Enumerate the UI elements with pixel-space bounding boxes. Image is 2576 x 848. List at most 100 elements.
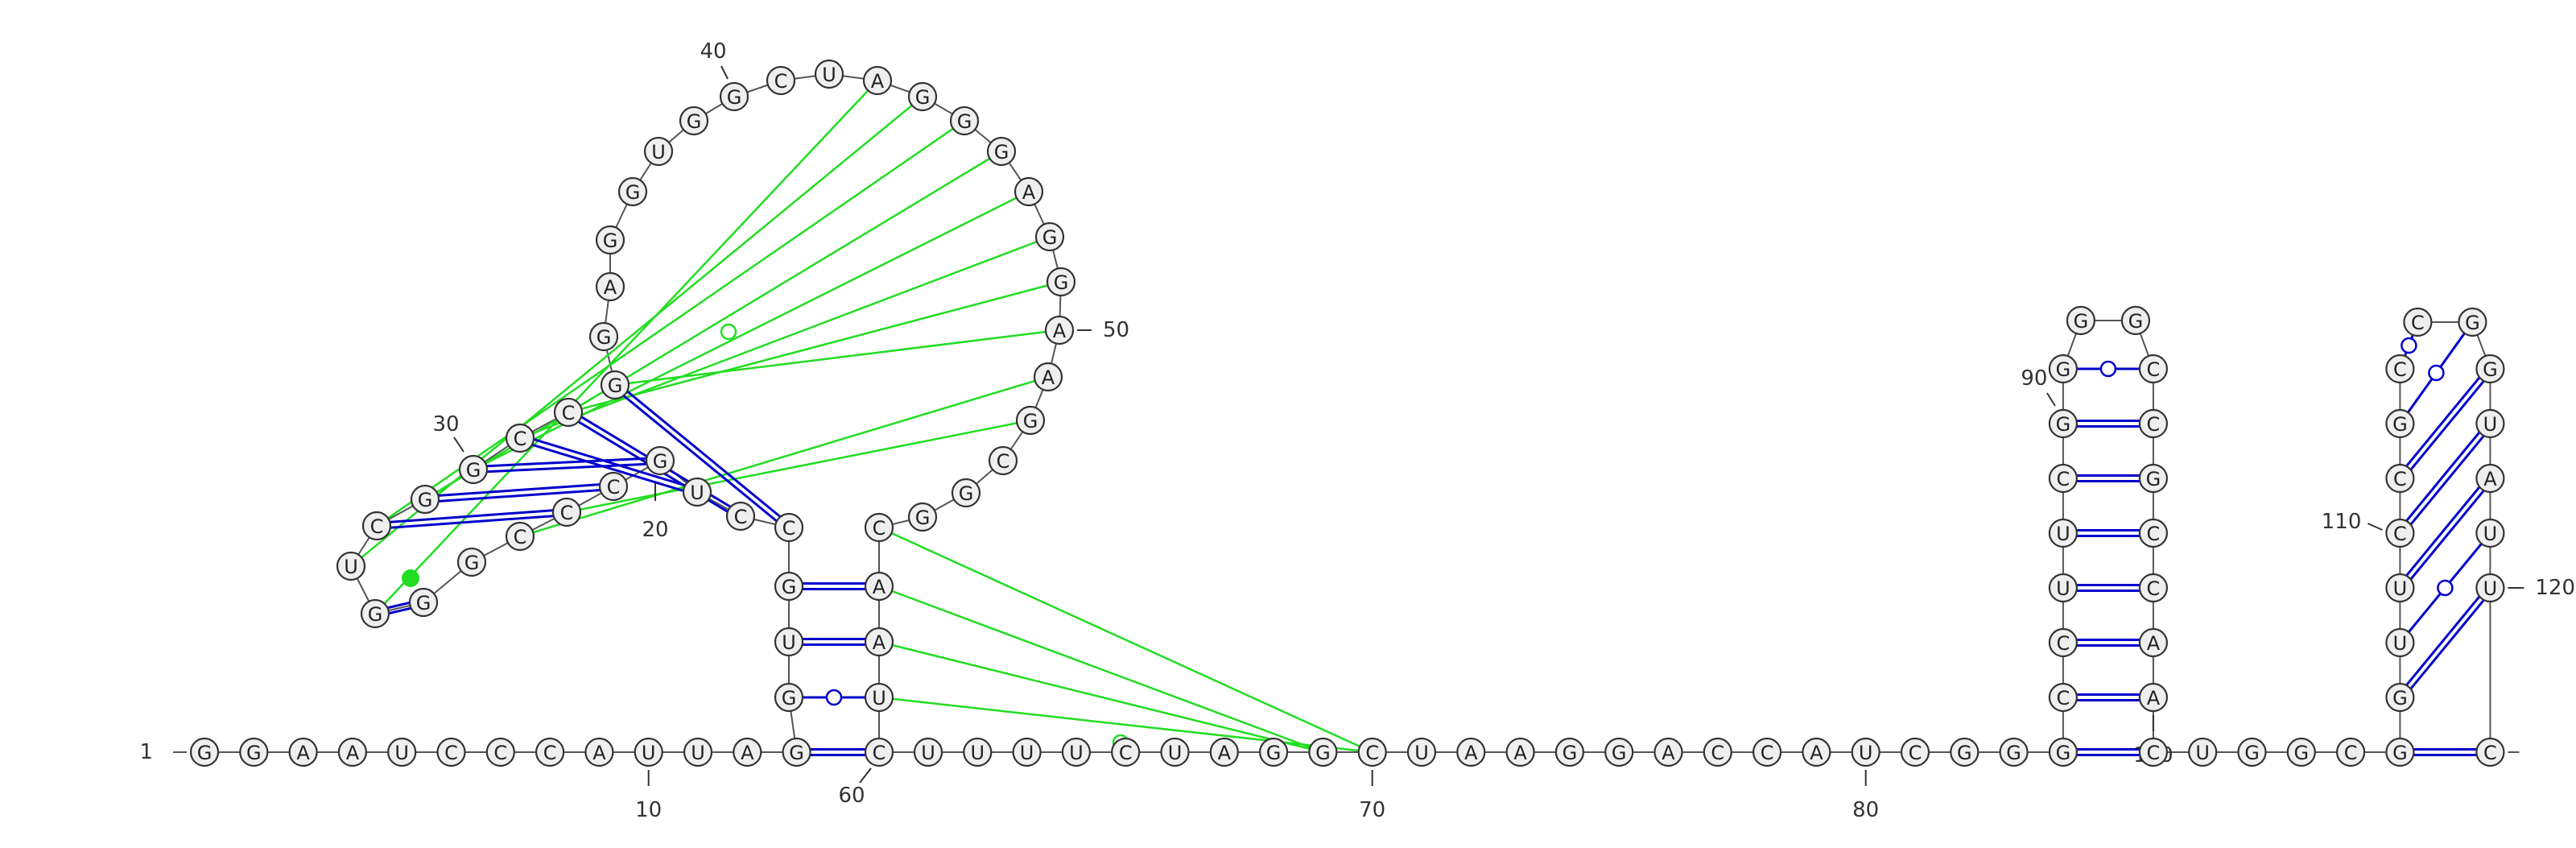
non-canonical-pair-marker <box>825 689 843 706</box>
nucleotide-circle <box>535 737 565 767</box>
nucleotide-letter: C <box>997 450 1010 473</box>
nucleotide-circle <box>907 81 938 112</box>
nucleotide-letter: G <box>2483 358 2498 381</box>
nucleotide: G <box>782 737 811 767</box>
nucleotide-letter: G <box>2244 742 2260 764</box>
nucleotide-circle <box>774 682 804 713</box>
nucleotide-circle <box>2475 518 2505 548</box>
nucleotide-letter: A <box>1810 742 1823 764</box>
nucleotide-letter: G <box>416 592 431 614</box>
nucleotide-circle <box>1111 737 1141 767</box>
nucleotide: C <box>551 497 582 527</box>
tertiary-interaction-line <box>568 280 1062 414</box>
nucleotide: A <box>2475 463 2505 494</box>
nucleotide: G <box>719 81 749 112</box>
nucleotide-circle <box>643 136 674 167</box>
nucleotide-circle <box>679 105 709 136</box>
nucleotide: G <box>408 587 439 618</box>
nucleotide-letter: C <box>2147 358 2161 381</box>
nucleotide: C <box>2048 627 2078 658</box>
nucleotide-letter: C <box>2057 468 2070 490</box>
nucleotide: G <box>679 105 709 136</box>
nucleotide: G <box>774 682 804 713</box>
nucleotide-circle <box>410 484 440 515</box>
nucleotide-circle <box>2385 573 2415 603</box>
tertiary-interaction-line <box>473 190 1030 471</box>
nucleotide-letter: G <box>464 552 480 574</box>
tertiary-interaction-line <box>566 419 1031 514</box>
position-label-tick <box>2046 392 2056 407</box>
nucleotide: G <box>2458 307 2487 337</box>
nucleotide-letter: G <box>466 459 481 482</box>
nucleotide-circle <box>2048 463 2078 494</box>
nucleotide-circle <box>2138 682 2168 713</box>
nucleotide: G <box>951 478 981 508</box>
nucleotide-letter: C <box>2147 742 2161 764</box>
nucleotide: G <box>1554 737 1585 767</box>
nucleotide-letter: U <box>651 141 666 163</box>
nucleotide: C <box>2385 463 2415 494</box>
nucleotide-circle <box>600 370 630 400</box>
nucleotide-letter: C <box>2057 687 2070 709</box>
canonical-pair-line <box>390 515 554 529</box>
nucleotide: U <box>1406 737 1437 767</box>
nucleotide: C <box>2138 408 2168 439</box>
nucleotide: U <box>2475 408 2505 439</box>
nucleotide-circle <box>864 737 894 767</box>
nucleotide: U <box>864 682 894 713</box>
nucleotide-letter: A <box>873 576 886 598</box>
nucleotide-letter: G <box>2392 742 2408 764</box>
nucleotide: A <box>584 737 614 767</box>
nucleotide: G <box>949 105 980 136</box>
nucleotide-letter: C <box>2411 312 2425 334</box>
nucleotide: A <box>1653 737 1683 767</box>
nucleotide: C <box>864 737 894 767</box>
nucleotide-letter: A <box>1218 742 1232 764</box>
nucleotide: A <box>864 627 894 657</box>
nucleotide-letter: U <box>2483 577 2498 600</box>
non-canonical-pair-marker <box>2437 579 2454 597</box>
nucleotide: U <box>682 477 712 507</box>
nucleotide-letter: A <box>1022 181 1036 204</box>
nucleotide-circle <box>774 512 804 543</box>
nucleotide-letter: G <box>653 450 668 473</box>
nucleotide-letter: G <box>1054 271 1069 294</box>
nucleotide: A <box>595 271 625 302</box>
nucleotide: G <box>2385 682 2415 713</box>
nucleotide-letter: U <box>2195 742 2210 764</box>
nucleotide-circle <box>505 423 535 453</box>
nucleotide-letter: U <box>1168 742 1183 764</box>
nucleotide-circle <box>1013 176 1044 207</box>
nucleotide-letter: A <box>1513 742 1527 764</box>
nucleotide: U <box>2475 573 2505 603</box>
nucleotide-letter: C <box>607 476 621 498</box>
nucleotide-circle <box>336 551 366 581</box>
nucleotide-circle <box>1505 737 1535 767</box>
nucleotide-circle <box>1034 221 1065 252</box>
nucleotide-letter: A <box>592 742 606 764</box>
nucleotide-circle <box>2120 305 2150 336</box>
nucleotide-letter: G <box>1266 742 1282 764</box>
nucleotide: C <box>2385 518 2415 548</box>
nucleotide: C <box>2385 354 2415 384</box>
nucleotide-letter: G <box>2392 413 2408 436</box>
nucleotide-letter: C <box>2147 577 2161 600</box>
position-label: 80 <box>1852 798 1879 822</box>
nucleotide-circle <box>2336 737 2366 767</box>
nucleotide-letter: A <box>2147 687 2161 709</box>
nucleotide-circle <box>1456 737 1486 767</box>
nucleotide-letter: G <box>957 110 972 133</box>
nucleotide-letter: G <box>2146 468 2161 490</box>
nucleotide-letter: C <box>2147 413 2161 436</box>
nucleotide-letter: U <box>2483 413 2498 436</box>
nucleotide-circle <box>683 737 713 767</box>
position-label: 90 <box>2021 366 2047 391</box>
nucleotide: G <box>1604 737 1634 767</box>
nucleotide: C <box>2138 518 2168 548</box>
nucleotide-circle <box>1258 737 1289 767</box>
canonical-pair-line <box>533 438 686 487</box>
non-canonical-pair-marker <box>2428 364 2445 382</box>
nucleotide: U <box>2188 737 2218 767</box>
nucleotide-circle <box>864 571 894 602</box>
nucleotide: A <box>1013 176 1044 207</box>
